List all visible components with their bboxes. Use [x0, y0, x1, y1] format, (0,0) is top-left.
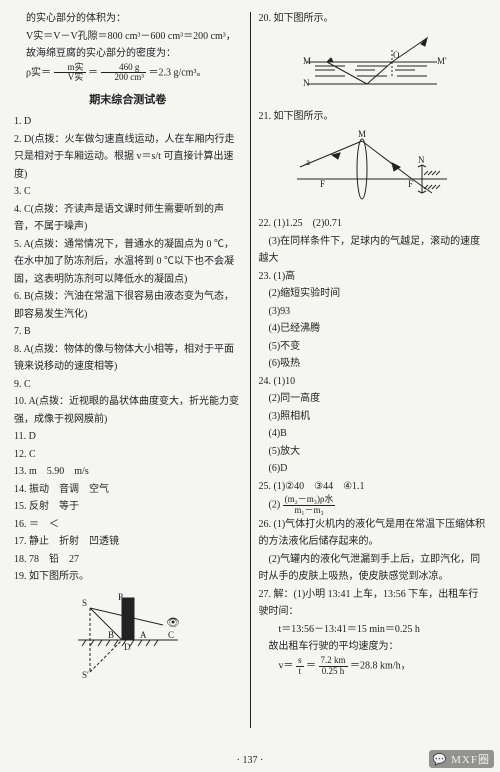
answer-item: 5. A(点拨：通常情况下，普通水的凝固点为 0 ℃，在水中加了防冻剂后，水温将… [14, 236, 242, 289]
answer-item: 23. (1)高 [259, 268, 487, 286]
answer-item: 8. A(点拨：物体的像与物体大小相等，相对于平面镜来说移动的速度相等) [14, 341, 242, 376]
text: ＝2.3 g/cm³。 [148, 67, 206, 78]
text: v＝ [259, 660, 294, 671]
fraction: m实 V实 [54, 63, 86, 84]
left-column: 的实心部分的体积为： V实＝V－V孔隙＝800 cm³－600 cm³＝200 … [14, 10, 250, 748]
answer-item: 2. D(点拨：火车做匀速直线运动，人在车厢内行走只是相对于车厢运动。根据 v＝… [14, 131, 242, 184]
answer-item: 25. (1)②40 ③44 ④1.1 [259, 478, 487, 496]
mirror-diagram-icon: P S S′ A B C D 👁 [68, 590, 188, 680]
answer-item: 20. 如下图所示。 [259, 10, 487, 28]
denominator: 0.25 h [319, 667, 348, 677]
answer-item: 6. B(点拨：汽油在常温下很容易由液态变为气态，即容易发生汽化) [14, 288, 242, 323]
text: ＝ [306, 660, 316, 671]
answer-item: 27. 解：(1)小明 13:41 上车，13:56 下车，出租车行驶时间： [259, 586, 487, 621]
formula-q25-2: (2) (m₂－m₃)ρ水 m₁－m₃ [259, 495, 487, 516]
answer-item: (6)吸热 [259, 355, 487, 373]
text: ＝ [88, 67, 98, 78]
label: D [124, 642, 131, 652]
denominator: V实 [54, 73, 86, 83]
refraction-water-icon: M M′ O N [297, 32, 447, 102]
fraction: (m₂－m₃)ρ水 m₁－m₃ [283, 495, 336, 516]
label: N [418, 155, 425, 165]
text: ρ实＝ [26, 67, 51, 78]
answer-item: 10. A(点拨：近视眼的晶状体曲度变大，折光能力变强，成像于视网膜前) [14, 393, 242, 428]
answer-item: 9. C [14, 376, 242, 394]
fraction: 7.2 km 0.25 h [319, 656, 348, 677]
formula-v: v＝ s t ＝ 7.2 km 0.25 h ＝28.8 km/h， [259, 656, 487, 677]
label: M [358, 129, 366, 139]
answer-item: (2)同一高度 [259, 390, 487, 408]
figure-19: P S S′ A B C D 👁 [14, 590, 242, 680]
figure-20: M M′ O N [259, 32, 487, 102]
label: P [118, 592, 123, 602]
answer-item: 15. 反射 等于 [14, 498, 242, 516]
label: A [140, 630, 147, 640]
label: B [108, 630, 114, 640]
figure-21: F F M N a [259, 129, 487, 209]
answer-item: 24. (1)10 [259, 373, 487, 391]
label: N [303, 78, 310, 88]
label: a [306, 157, 310, 167]
answer-item: 7. B [14, 323, 242, 341]
answer-item: 3. C [14, 183, 242, 201]
answer-item: 故出租车行驶的平均速度为： [259, 638, 487, 656]
answer-item: 22. (1)1.25 (2)0.71 [259, 215, 487, 233]
fraction: s t [296, 656, 304, 677]
answer-item: (2)气罐内的液化气泄漏到手上后，立即汽化，同时从手的皮肤上吸热，使皮肤感觉到冰… [259, 551, 487, 586]
denominator: 200 cm³ [101, 73, 146, 83]
label: O [393, 50, 400, 60]
text: (2) [259, 500, 281, 511]
answer-item: 4. C(点拨：齐读声是语文课时师生需要听到的声音，不属于噪声) [14, 201, 242, 236]
answer-item: 19. 如下图所示。 [14, 568, 242, 586]
answer-item: 11. D [14, 428, 242, 446]
denominator: m₁－m₃ [283, 506, 336, 516]
label: M′ [437, 56, 447, 66]
label: F [408, 179, 413, 189]
section-title: 期末综合测试卷 [14, 91, 242, 107]
page-number: · 137 · [0, 755, 500, 766]
text: 故海绵豆腐的实心部分的密度为： [14, 45, 242, 63]
answer-item: 18. 78 铅 27 [14, 551, 242, 569]
answer-item: (6)D [259, 460, 487, 478]
answer-item: 14. 振动 音调 空气 [14, 481, 242, 499]
text: V实＝V－V孔隙＝800 cm³－600 cm³＝200 cm³， [14, 28, 242, 46]
answer-item: (4)B [259, 425, 487, 443]
answer-item: 26. (1)气体打火机内的液化气是用在常温下压缩体积的方法液化后储存起来的。 [259, 516, 487, 551]
lens-diagram-icon: F F M N a [292, 129, 452, 209]
answer-item: (5)不变 [259, 338, 487, 356]
watermark: 💬 MXF圈 [429, 750, 494, 768]
answer-item: 1. D [14, 113, 242, 131]
label: F [320, 179, 325, 189]
answer-item: 12. C [14, 446, 242, 464]
answer-item: (3)93 [259, 303, 487, 321]
answer-item: t＝13:56－13:41＝15 min＝0.25 h [259, 621, 487, 639]
eye-icon: 👁 [166, 617, 180, 629]
label: M [303, 56, 311, 66]
fraction: 460 g 200 cm³ [101, 63, 146, 84]
answer-item: (2)缩短实验时间 [259, 285, 487, 303]
answer-item: 21. 如下图所示。 [259, 108, 487, 126]
right-column: 20. 如下图所示。 M M′ O [251, 10, 487, 748]
label: C [168, 630, 174, 640]
answer-item: (4)已经沸腾 [259, 320, 487, 338]
denominator: t [296, 667, 304, 677]
answer-item: (3)照相机 [259, 408, 487, 426]
answer-item: 17. 静止 折射 凹透镜 [14, 533, 242, 551]
answer-item: 13. m 5.90 m/s [14, 463, 242, 481]
text: ＝28.8 km/h， [350, 660, 411, 671]
label: S′ [82, 670, 89, 680]
text: 的实心部分的体积为： [14, 10, 242, 28]
formula-rho: ρ实＝ m实 V实 ＝ 460 g 200 cm³ ＝2.3 g/cm³。 [14, 63, 242, 84]
answer-item: (3)在同样条件下，足球内的气越足，滚动的速度越大 [259, 233, 487, 268]
label: S [82, 598, 87, 608]
answer-item: (5)放大 [259, 443, 487, 461]
answer-item: 16. ＝ ＜ [14, 516, 242, 534]
